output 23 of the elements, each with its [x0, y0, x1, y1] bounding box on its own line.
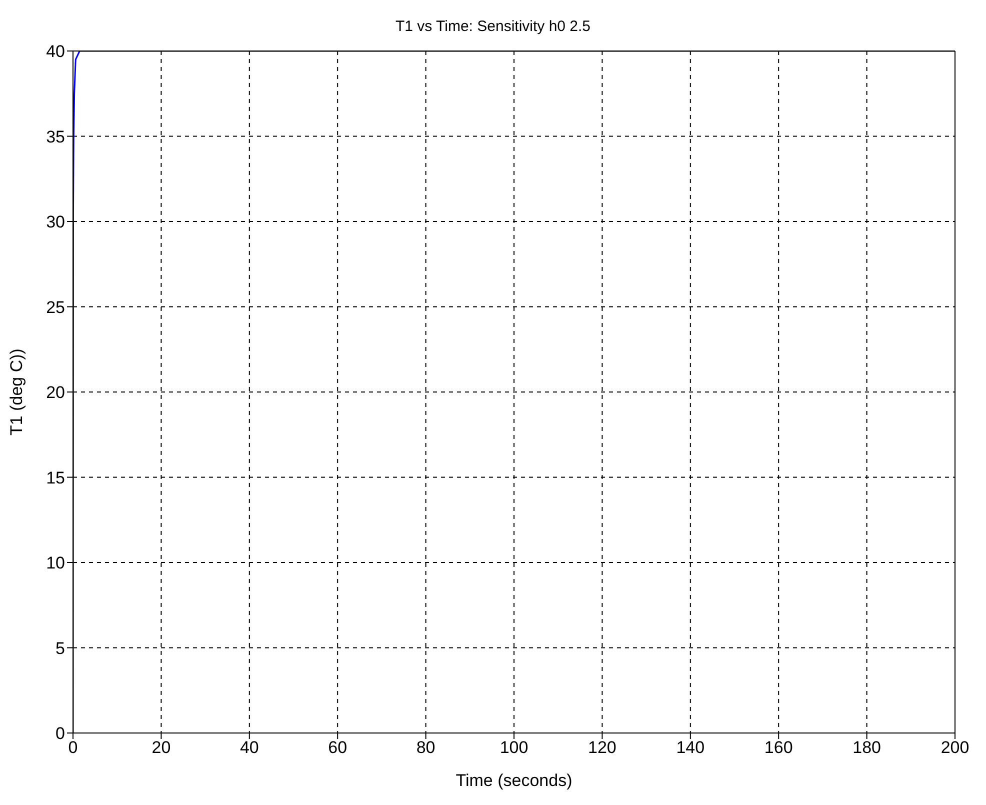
y-tick-label: 0: [56, 724, 65, 744]
x-tick-label: 120: [588, 738, 616, 758]
y-tick-label: 40: [46, 42, 65, 62]
y-axis-title: T1 (deg C)): [7, 348, 26, 436]
y-tick-label: 35: [46, 127, 65, 146]
x-tick-label: 140: [676, 738, 705, 758]
x-axis-title: Time (seconds): [456, 771, 572, 790]
y-tick-label: 20: [46, 383, 65, 402]
x-tick-label: 0: [68, 738, 78, 758]
y-tick-label: 10: [46, 554, 65, 573]
y-tick-label: 25: [46, 298, 65, 317]
x-tick-label: 60: [328, 738, 348, 758]
x-tick-label: 100: [500, 738, 528, 758]
x-tick-label: 160: [764, 738, 793, 758]
y-tick-label: 30: [46, 212, 65, 232]
chart-title: T1 vs Time: Sensitivity h0 2.5: [394, 17, 592, 37]
x-tick-label: 40: [240, 738, 259, 758]
y-tick-label: 5: [56, 638, 65, 658]
x-tick-label: 20: [152, 738, 171, 758]
y-tick-label: 15: [46, 468, 65, 488]
x-tick-label: 180: [852, 738, 881, 758]
x-tick-label: 80: [416, 738, 436, 758]
x-tick-label: 200: [940, 738, 970, 758]
